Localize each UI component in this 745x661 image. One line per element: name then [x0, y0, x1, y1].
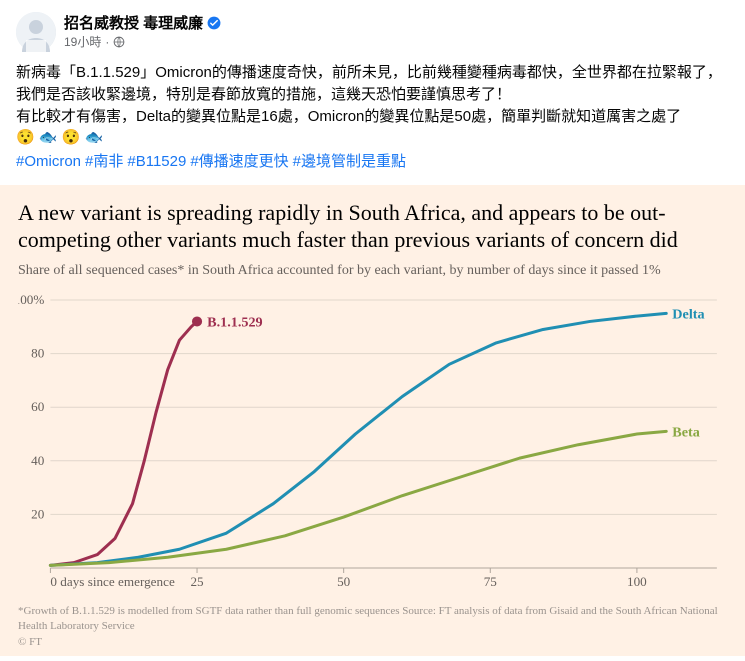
- svg-text:75: 75: [484, 574, 498, 589]
- svg-text:Delta: Delta: [672, 307, 704, 323]
- meta-dot: ·: [105, 35, 109, 49]
- post-container: 招名威教授 毒理威廉 19小時 · 新病毒「B.1.1.529」Omicron的…: [0, 0, 745, 173]
- svg-text:Beta: Beta: [672, 424, 700, 440]
- svg-text:50: 50: [337, 574, 351, 589]
- chart-subtitle: Share of all sequenced cases* in South A…: [18, 262, 727, 280]
- hashtag-link[interactable]: #邊境管制是重點: [293, 153, 406, 170]
- verified-badge-icon: [207, 16, 221, 30]
- post-header-text: 招名威教授 毒理威廉 19小時 ·: [64, 12, 221, 50]
- svg-text:40: 40: [31, 453, 45, 468]
- avatar[interactable]: [16, 12, 56, 52]
- svg-text:20: 20: [31, 507, 45, 522]
- hashtag-link[interactable]: #B11529: [127, 153, 186, 170]
- svg-text:60: 60: [31, 399, 45, 414]
- chart-attribution: © FT: [18, 636, 727, 648]
- author-name[interactable]: 招名威教授 毒理威廉: [64, 12, 203, 33]
- svg-text:0 days since emergence: 0 days since emergence: [50, 574, 175, 589]
- chart-footnote: *Growth of B.1.1.529 is modelled from SG…: [18, 604, 727, 634]
- svg-text:100: 100: [627, 574, 647, 589]
- emoji-sequence: 😯 🐟 😯 🐟: [16, 127, 103, 149]
- chart-title: A new variant is spreading rapidly in So…: [18, 199, 727, 254]
- svg-text:80: 80: [31, 346, 45, 361]
- post-line-1: 新病毒「B.1.1.529」Omicron的傳播速度奇快，前所未見，比前幾種變種…: [16, 64, 722, 103]
- post-header: 招名威教授 毒理威廉 19小時 ·: [16, 12, 729, 52]
- hashtag-link[interactable]: #傳播速度更快: [190, 153, 288, 170]
- chart-card: A new variant is spreading rapidly in So…: [0, 185, 745, 656]
- globe-icon: [113, 36, 125, 48]
- chart-plot: 20 40 60 80 100% 0 days since emergence 25 50 75…: [18, 294, 727, 594]
- svg-text:25: 25: [190, 574, 204, 589]
- post-body: 新病毒「B.1.1.529」Omicron的傳播速度奇快，前所未見，比前幾種變種…: [16, 62, 729, 173]
- hashtag-link[interactable]: #Omicron: [16, 153, 81, 170]
- svg-text:100%: 100%: [18, 294, 44, 307]
- hashtag-link[interactable]: #南非: [85, 153, 123, 170]
- post-timestamp[interactable]: 19小時: [64, 33, 101, 50]
- hashtags: #Omicron#南非#B11529#傳播速度更快 #邊境管制是重點: [16, 151, 729, 173]
- svg-text:B.1.1.529: B.1.1.529: [207, 315, 263, 331]
- post-line-2: 有比較才有傷害，Delta的變異位點是16處，Omicron的變異位點是50處，…: [16, 108, 681, 125]
- chart-area: 20 40 60 80 100% 0 days since emergence 25 50 75…: [18, 294, 727, 594]
